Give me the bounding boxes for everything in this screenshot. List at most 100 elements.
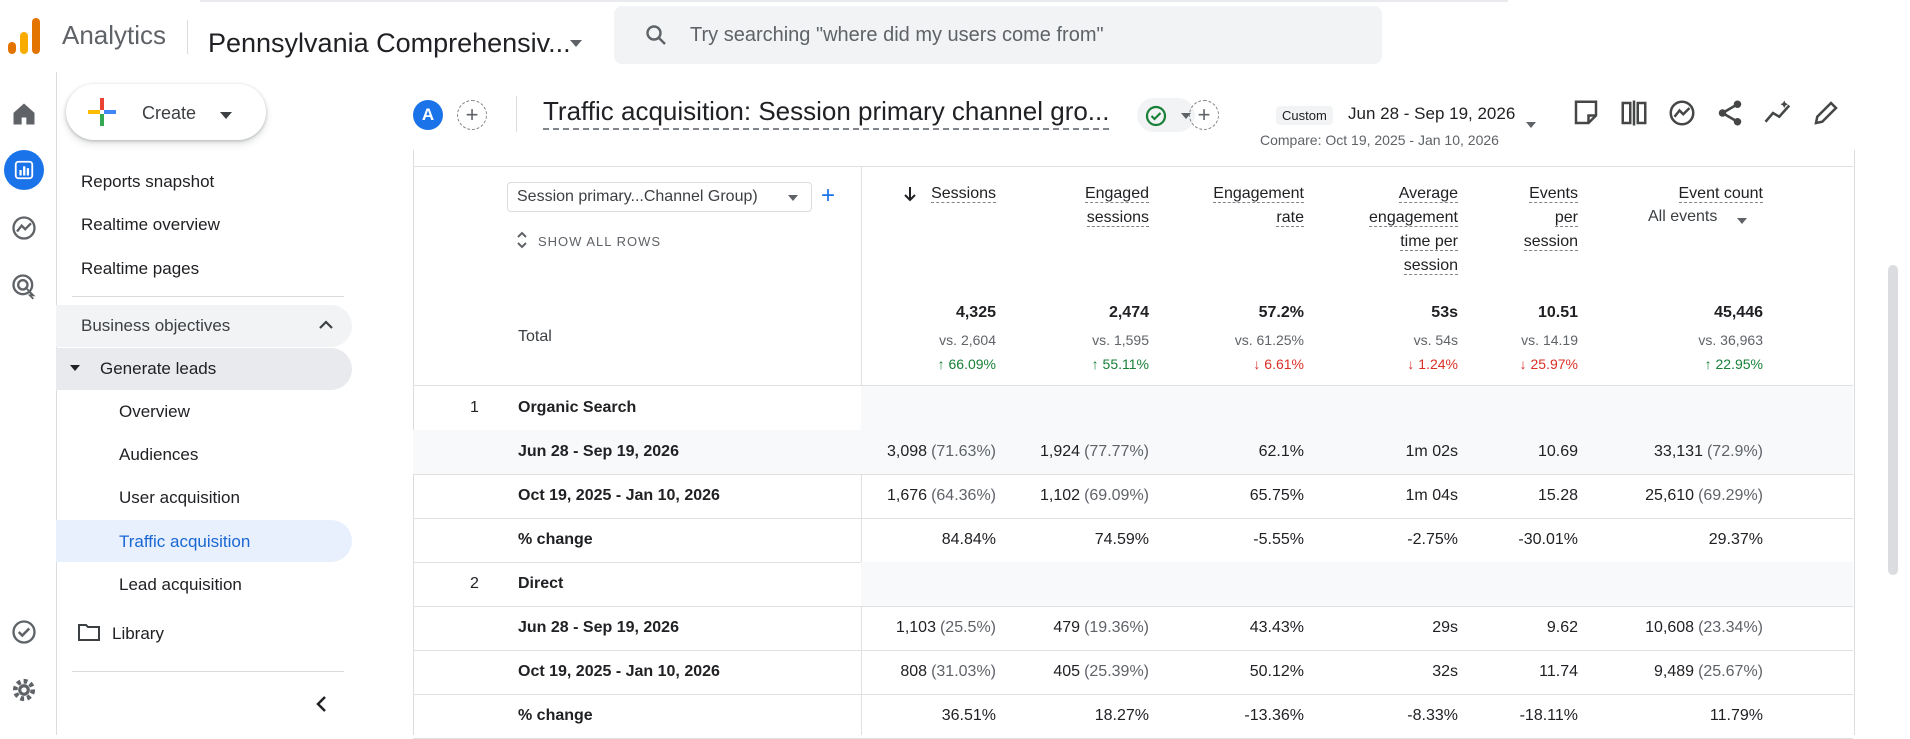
compare-icon[interactable] (1619, 98, 1649, 128)
cell-percent: (25.39%) (1084, 663, 1149, 680)
folder-icon (78, 624, 100, 641)
event-filter-select[interactable]: All events (1648, 208, 1718, 225)
caret-down-icon[interactable] (70, 365, 80, 371)
table-row[interactable]: Jun 28 - Sep 19, 2026 1,103 (25.5%) 479 (19.… (413, 606, 1853, 651)
group-row[interactable]: 1 Organic Search (413, 386, 1853, 431)
home-icon[interactable] (10, 100, 38, 128)
table-row[interactable]: Jun 28 - Sep 19, 2026 3,098 (71.63%) 1,924(… (413, 430, 1853, 475)
date-custom-badge: Custom (1276, 106, 1333, 125)
group-row-shade (861, 386, 1853, 430)
chevron-down-icon[interactable] (1181, 113, 1191, 119)
total-change-cell: ↓ 1.24% (1407, 356, 1458, 372)
trend-icon[interactable] (1763, 98, 1793, 128)
dimension-selector[interactable] (507, 182, 812, 212)
cell-value: 1,676 (887, 487, 928, 504)
row-cell-sessions: 84.84% (942, 531, 996, 549)
row-divider (413, 385, 1853, 386)
share-icon[interactable] (1715, 98, 1745, 128)
nav-realtime-pages[interactable]: Realtime pages (81, 259, 200, 278)
search-icon[interactable] (644, 23, 668, 47)
chevron-down-icon[interactable] (570, 40, 582, 47)
expand-icon[interactable] (516, 230, 528, 250)
nav-library[interactable]: Library (112, 624, 164, 643)
search-input[interactable]: Try searching "where did my users come f… (690, 24, 1104, 46)
col-avg-engagement-time[interactable]: Average engagement time per session (1369, 182, 1458, 278)
scrollbar[interactable] (1888, 265, 1898, 575)
insights-icon[interactable] (1667, 98, 1697, 128)
col-engaged-sessions[interactable]: Engaged sessions (1084, 182, 1149, 230)
collapse-icon[interactable] (314, 695, 328, 713)
reports-icon[interactable] (4, 150, 44, 190)
cell-value: 50.12% (1249, 663, 1304, 680)
col-label: Engaged (1084, 185, 1149, 203)
cell-value: 62.1% (1258, 443, 1304, 460)
nav-audiences[interactable]: Audiences (119, 445, 199, 464)
add-dimension-icon[interactable]: + (821, 182, 836, 209)
nav-user-acquisition[interactable]: User acquisition (119, 488, 240, 507)
add-comparison-icon[interactable]: + (457, 100, 487, 130)
table-row[interactable]: % change 36.51% 18.27% -13.36% -8.33% -18.11%… (413, 694, 1853, 739)
group-generate-leads[interactable] (56, 348, 352, 390)
date-compare[interactable]: Compare: Oct 19, 2025 - Jan 10, 2026 (1260, 132, 1499, 148)
nav-overview[interactable]: Overview (119, 402, 190, 421)
total-compare-cell: vs. 14.19 (1521, 332, 1578, 348)
row-label: Jun 28 - Sep 19, 2026 (518, 619, 679, 636)
total-values-cell: 4,325 (955, 304, 996, 321)
cell-value: 9,489 (1654, 663, 1695, 680)
nav-realtime-overview[interactable]: Realtime overview (81, 215, 220, 234)
row-cell-sessions: 3,098 (71.63%) (887, 443, 996, 461)
plus-color-icon (88, 98, 116, 126)
cell-value: 25,610 (1645, 487, 1695, 504)
explore-icon[interactable] (10, 214, 38, 242)
group-index: 2 (470, 575, 479, 592)
search-bar[interactable] (614, 6, 1382, 64)
chevron-down-icon[interactable] (788, 195, 798, 201)
sort-down-icon[interactable] (903, 186, 917, 202)
nav-traffic-acquisition-highlight[interactable] (56, 520, 352, 562)
col-events-per-session[interactable]: Events per session (1523, 182, 1578, 254)
chevron-up-icon[interactable] (318, 318, 334, 330)
cell-percent: (23.34%) (1698, 619, 1763, 636)
col-sessions[interactable]: Sessions (931, 182, 996, 206)
row-cell-time: -2.75% (1407, 531, 1458, 549)
total-values-cell: 2,474 (1108, 304, 1149, 321)
row-cell-sessions: 808 (31.03%) (900, 663, 996, 681)
nav-lead-acquisition[interactable]: Lead acquisition (119, 575, 242, 594)
total-compare-cell: vs. 2,604 (939, 332, 996, 348)
show-all-rows-button[interactable]: SHOW ALL ROWS (538, 234, 662, 249)
add-filter-icon[interactable]: + (1189, 100, 1219, 130)
advertising-icon[interactable] (10, 272, 38, 300)
cell-percent: (77.77%) (1084, 443, 1149, 460)
property-selector[interactable]: Pennsylvania Comprehensiv... (208, 28, 571, 58)
section-business-objectives[interactable] (56, 305, 352, 347)
col-label: Engagement (1213, 185, 1304, 203)
table-row[interactable]: Oct 19, 2025 - Jan 10, 2026 808 (31.03%) 40… (413, 650, 1853, 695)
total-change-cell: ↓ 6.61% (1253, 356, 1304, 372)
nav-traffic-acquisition[interactable]: Traffic acquisition (119, 532, 251, 551)
admin-check-icon[interactable] (10, 618, 38, 646)
col-engagement-rate[interactable]: Engagement rate (1213, 182, 1304, 230)
nav-reports-snapshot[interactable]: Reports snapshot (81, 172, 215, 191)
save-icon[interactable] (1571, 98, 1601, 128)
table-row[interactable]: Oct 19, 2025 - Jan 10, 2026 1,676 (64.36%)… (413, 474, 1853, 519)
cell-value: -5.55% (1253, 531, 1304, 548)
row-cell-engaged: 479 (19.36%) (1053, 619, 1149, 637)
row-cell-events: -18.11% (1520, 707, 1578, 725)
check-circle-icon[interactable] (1145, 105, 1167, 127)
edit-icon[interactable] (1811, 98, 1841, 128)
comparison-avatar[interactable]: A (413, 100, 443, 130)
settings-icon[interactable] (10, 676, 38, 704)
total-compare-cell: vs. 36,963 (1698, 332, 1763, 348)
group-row[interactable]: 2 Direct (413, 562, 1853, 607)
chevron-down-icon[interactable] (1737, 218, 1747, 224)
analytics-logo-icon[interactable] (8, 18, 40, 54)
cell-percent: (69.09%) (1084, 487, 1149, 504)
date-chevron-down-icon[interactable] (1526, 122, 1536, 128)
chevron-down-icon[interactable] (220, 112, 232, 119)
date-range[interactable]: Jun 28 - Sep 19, 2026 (1348, 104, 1516, 123)
cell-percent: (25.5%) (939, 619, 996, 636)
cell-value: 11.79% (1709, 707, 1763, 724)
total-values-cell: 10.51 (1537, 304, 1578, 321)
table-row[interactable]: % change 84.84% 74.59% -5.55% -2.75% -30.01% 2… (413, 518, 1853, 563)
col-event-count[interactable]: Event count (1678, 182, 1763, 206)
